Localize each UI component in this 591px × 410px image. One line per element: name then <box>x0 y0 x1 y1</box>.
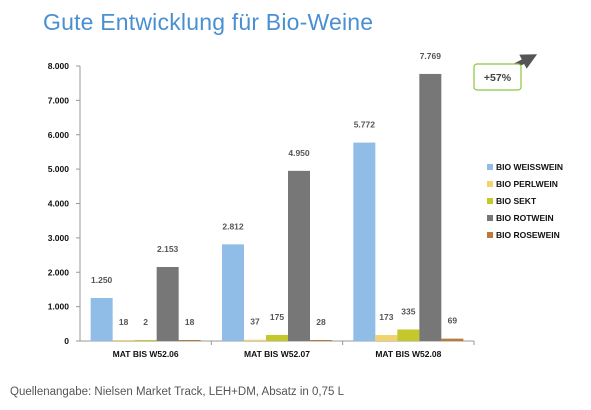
y-tick-label: 6.000 <box>48 130 70 140</box>
legend-swatch <box>487 232 493 238</box>
y-tick-label: 1.000 <box>48 302 70 312</box>
bar-bio-weisswein <box>353 142 376 341</box>
bar-value-label: 2.812 <box>222 221 244 231</box>
bar-bio-weisswein <box>90 298 113 341</box>
legend-swatch <box>487 181 493 187</box>
bar-bio-rosewein <box>178 340 201 341</box>
legend-entry-label: BIO SEKT <box>496 196 537 206</box>
legend-entry-label: BIO WEISSWEIN <box>496 162 563 172</box>
bar-value-label: 4.950 <box>288 148 310 158</box>
bar-value-label: 5.772 <box>354 120 376 130</box>
bar-value-label: 18 <box>185 317 195 327</box>
x-category-label: MAT BIS W52.08 <box>375 349 441 359</box>
bar-bio-rosewein <box>310 340 332 341</box>
chart-bars <box>90 73 464 342</box>
bar-value-label: 18 <box>119 317 129 327</box>
legend-swatch <box>487 198 493 204</box>
growth-callout-box <box>473 63 522 91</box>
y-tick-label: 7.000 <box>48 95 70 105</box>
bar-bio-rotwein <box>156 266 179 341</box>
chart-legend: BIO WEISSWEIN BIO PERLWEIN BIO SEKT BIO ROT… <box>487 162 563 240</box>
legend-entry-label: BIO ROSEWEIN <box>496 230 560 240</box>
bar-bio-sekt <box>266 334 288 341</box>
source-note: Quellenangabe: Nielsen Market Track, LEH… <box>10 386 344 398</box>
x-category-label: MAT BIS W52.07 <box>244 349 310 359</box>
legend-swatch <box>487 215 493 221</box>
bar-bio-rosewein <box>441 338 464 341</box>
bar-bio-weisswein <box>222 244 244 341</box>
bar-value-label: 28 <box>316 317 326 327</box>
y-tick-label: 8.000 <box>48 61 70 71</box>
growth-callout-text: +57% <box>484 72 512 84</box>
bar-value-label: 2 <box>143 317 148 327</box>
x-category-label: MAT BIS W52.06 <box>113 349 179 359</box>
bar-bio-perlwein <box>112 340 135 341</box>
bar-value-label: 69 <box>448 316 458 326</box>
page-title: Gute Entwicklung für Bio-Weine <box>43 9 374 35</box>
y-tick-label: 0 <box>64 336 69 346</box>
bar-value-label: 37 <box>250 317 260 327</box>
bar-value-label: 335 <box>401 306 415 316</box>
bar-value-label: 1.250 <box>91 275 113 285</box>
chart-value-labels: 1.250 18 2 2.153 18 2.812 37 175 4.950 28 5.772 173… <box>91 51 457 327</box>
legend-entry-label: BIO PERLWEIN <box>496 179 558 189</box>
bar-bio-rotwein <box>419 73 442 342</box>
bar-value-label: 7.769 <box>420 51 442 61</box>
y-tick-label: 3.000 <box>48 233 70 243</box>
bar-bio-sekt <box>397 329 420 341</box>
y-tick-label: 4.000 <box>48 199 70 209</box>
y-tick-label: 2.000 <box>48 267 70 277</box>
bar-bio-rotwein <box>288 170 310 341</box>
bar-bio-perlwein <box>375 335 398 341</box>
bar-value-label: 175 <box>270 312 284 322</box>
bar-value-label: 2.153 <box>157 244 179 254</box>
legend-entry-label: BIO ROTWEIN <box>496 213 554 223</box>
bar-bio-sekt <box>134 340 157 341</box>
growth-callout: +57% <box>473 54 538 91</box>
bar-bio-perlwein <box>244 339 266 341</box>
y-tick-label: 5.000 <box>48 164 70 174</box>
bar-value-label: 173 <box>379 312 393 322</box>
legend-swatch <box>487 164 493 170</box>
